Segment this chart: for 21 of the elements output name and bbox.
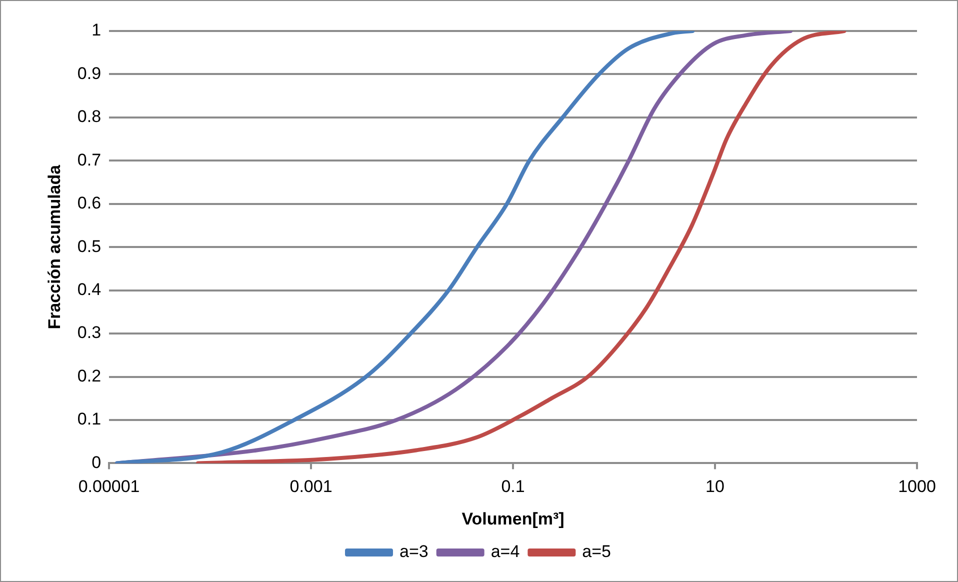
x-tick-label: 0.1	[501, 477, 525, 496]
x-tick-label: 0.00001	[78, 477, 140, 496]
y-tick-label: 0.7	[77, 150, 102, 170]
y-tick-label: 1	[92, 20, 102, 40]
y-tick-label: 0.6	[77, 194, 102, 213]
y-tick-label: 0.2	[77, 366, 102, 386]
y-tick-label: 0.5	[77, 236, 102, 256]
y-tick-label: 0.1	[77, 410, 102, 429]
x-tick-label: 10	[706, 477, 724, 496]
legend-label: a=4	[490, 542, 520, 562]
y-tick-label: 0.8	[77, 107, 102, 126]
x-tick-label: 1000	[898, 477, 936, 496]
y-tick-label: 0.9	[77, 64, 102, 83]
y-tick-label: 0.4	[77, 280, 102, 300]
y-tick-label: 0	[92, 452, 102, 472]
y-axis-title: Fracción acumulada	[44, 164, 64, 330]
x-axis-title: Volumen[m³]	[462, 509, 564, 528]
y-tick-label: 0.3	[77, 323, 102, 342]
legend-label: a=5	[582, 542, 612, 562]
x-tick-label: 0.001	[290, 477, 332, 496]
legend-label: a=3	[399, 542, 428, 562]
